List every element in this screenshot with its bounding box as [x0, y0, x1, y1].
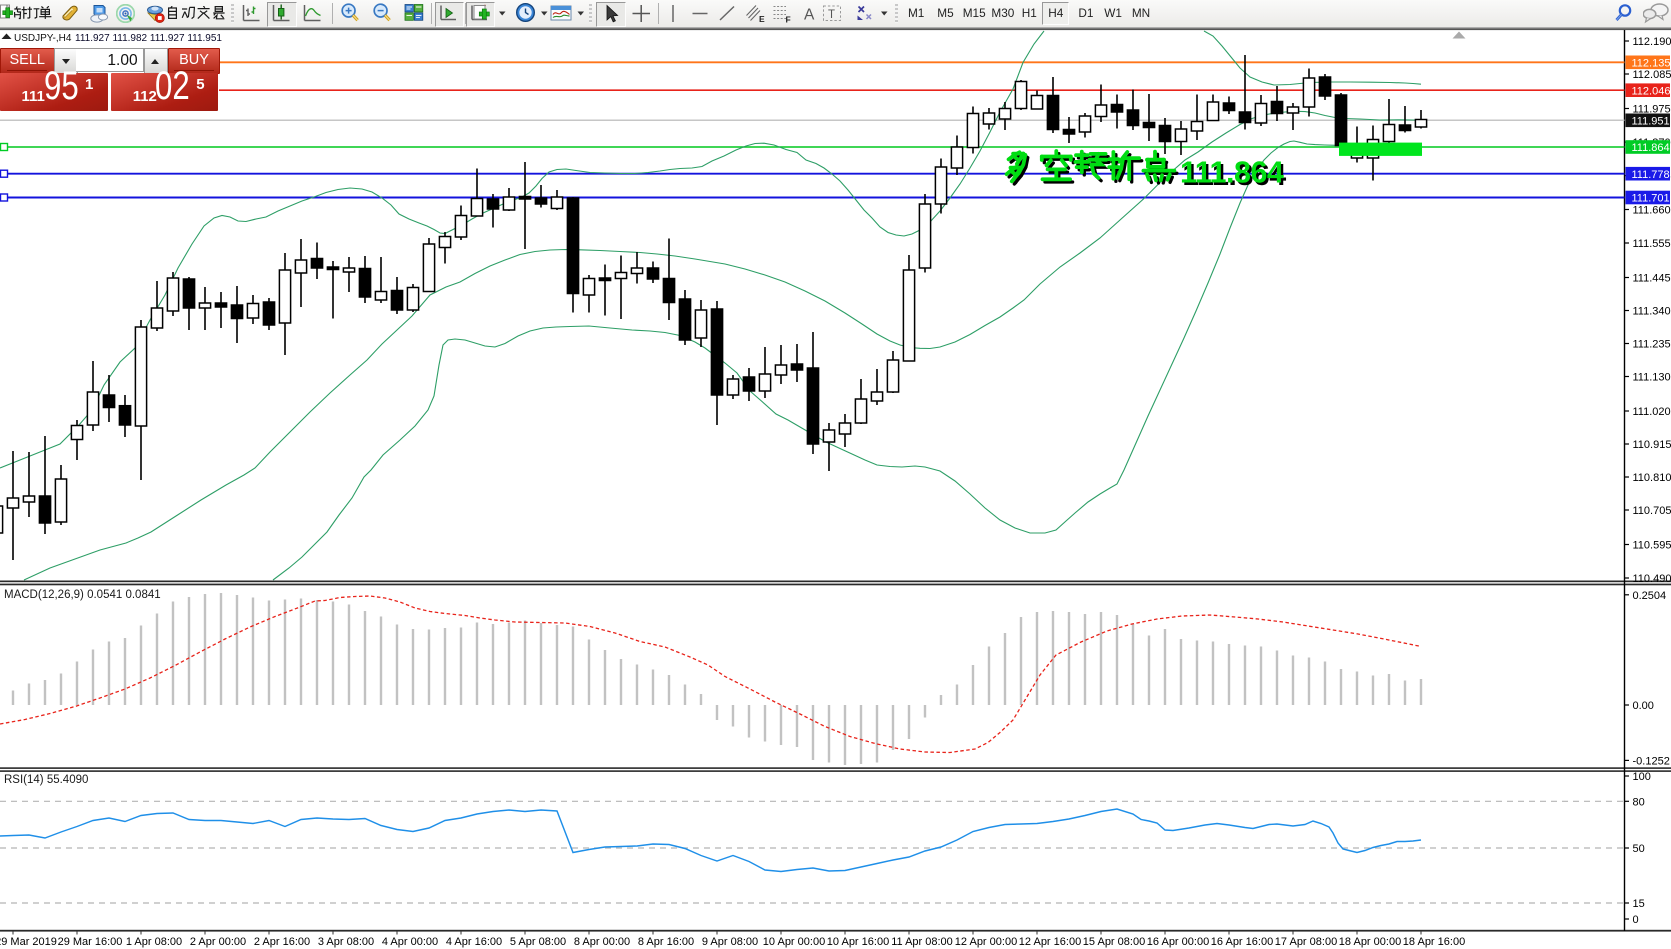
- svg-text:111.778: 111.778: [1632, 169, 1670, 181]
- svg-text:2 Apr 00:00: 2 Apr 00:00: [190, 936, 246, 948]
- svg-text:1 Apr 08:00: 1 Apr 08:00: [126, 936, 182, 948]
- svg-text:111.975: 111.975: [1633, 104, 1671, 116]
- svg-text:-0.1252: -0.1252: [1633, 755, 1670, 767]
- svg-text:80: 80: [1633, 796, 1645, 808]
- svg-text:110.595: 110.595: [1633, 540, 1671, 552]
- svg-text:0.2504: 0.2504: [1633, 590, 1667, 602]
- svg-text:111.864: 111.864: [1632, 142, 1670, 154]
- svg-text:111.445: 111.445: [1633, 273, 1671, 285]
- svg-text:111.864: 111.864: [1180, 155, 1284, 189]
- svg-text:16 Apr 00:00: 16 Apr 00:00: [1147, 936, 1209, 948]
- svg-text:110.915: 110.915: [1633, 439, 1671, 451]
- svg-text:10 Apr 00:00: 10 Apr 00:00: [763, 936, 825, 948]
- svg-text:111.927 111.982 111.927 111.95: 111.927 111.982 111.927 111.951: [75, 33, 222, 44]
- svg-text:111.555: 111.555: [1633, 238, 1671, 250]
- svg-text:111.660: 111.660: [1633, 205, 1671, 217]
- svg-text:110.705: 110.705: [1633, 505, 1671, 517]
- svg-text:112.046: 112.046: [1632, 85, 1671, 97]
- svg-text:29 Mar 2019: 29 Mar 2019: [0, 936, 57, 948]
- svg-text:5 Apr 08:00: 5 Apr 08:00: [510, 936, 566, 948]
- svg-text:8 Apr 00:00: 8 Apr 00:00: [574, 936, 630, 948]
- svg-text:18 Apr 00:00: 18 Apr 00:00: [1339, 936, 1401, 948]
- svg-text:4 Apr 16:00: 4 Apr 16:00: [446, 936, 502, 948]
- svg-text:15 Apr 08:00: 15 Apr 08:00: [1083, 936, 1145, 948]
- svg-text:112.085: 112.085: [1633, 69, 1671, 81]
- svg-text:110.810: 110.810: [1633, 472, 1671, 484]
- svg-text:111.864: 111.864: [1182, 158, 1286, 192]
- svg-text:15: 15: [1633, 898, 1645, 910]
- svg-text:3 Apr 08:00: 3 Apr 08:00: [318, 936, 374, 948]
- svg-text:111.235: 111.235: [1633, 339, 1671, 351]
- svg-text:T: T: [828, 9, 835, 21]
- svg-text:F: F: [786, 15, 791, 25]
- svg-text:111.340: 111.340: [1633, 306, 1671, 318]
- svg-text:2 Apr 16:00: 2 Apr 16:00: [254, 936, 310, 948]
- svg-text:112.190: 112.190: [1633, 36, 1671, 48]
- svg-text:MACD(12,26,9) 0.0541 0.0841: MACD(12,26,9) 0.0541 0.0841: [4, 589, 161, 601]
- svg-text:111.020: 111.020: [1633, 406, 1671, 418]
- svg-text:11 Apr 08:00: 11 Apr 08:00: [891, 936, 953, 948]
- svg-text:29 Mar 16:00: 29 Mar 16:00: [58, 936, 123, 948]
- svg-text:18 Apr 16:00: 18 Apr 16:00: [1403, 936, 1465, 948]
- svg-text:100: 100: [1633, 771, 1651, 783]
- svg-text:0: 0: [1633, 914, 1639, 926]
- svg-text:12 Apr 16:00: 12 Apr 16:00: [1019, 936, 1081, 948]
- svg-text:9 Apr 08:00: 9 Apr 08:00: [702, 936, 758, 948]
- svg-text:USDJPY-,H4: USDJPY-,H4: [14, 33, 72, 44]
- svg-text:111.130: 111.130: [1633, 372, 1671, 384]
- svg-text:50: 50: [1633, 843, 1645, 855]
- svg-text:RSI(14) 55.4090: RSI(14) 55.4090: [4, 774, 88, 786]
- svg-text:E: E: [759, 14, 765, 24]
- svg-text:4 Apr 00:00: 4 Apr 00:00: [382, 936, 438, 948]
- svg-text:A: A: [804, 7, 815, 24]
- svg-text:12 Apr 00:00: 12 Apr 00:00: [955, 936, 1017, 948]
- svg-text:111.951: 111.951: [1632, 116, 1670, 128]
- svg-text:10 Apr 16:00: 10 Apr 16:00: [827, 936, 889, 948]
- svg-text:111.701: 111.701: [1632, 193, 1670, 205]
- svg-text:0.00: 0.00: [1633, 700, 1654, 712]
- svg-text:17 Apr 08:00: 17 Apr 08:00: [1275, 936, 1337, 948]
- svg-text:112.135: 112.135: [1632, 58, 1671, 70]
- svg-text:16 Apr 16:00: 16 Apr 16:00: [1211, 936, 1273, 948]
- svg-text:110.490: 110.490: [1633, 573, 1671, 585]
- svg-text:8 Apr 16:00: 8 Apr 16:00: [638, 936, 694, 948]
